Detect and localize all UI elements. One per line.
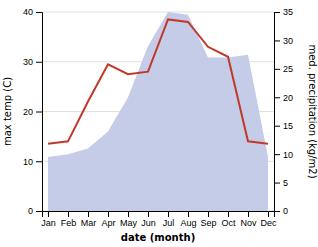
axis-line bbox=[275, 13, 281, 212]
axis-line bbox=[43, 212, 275, 218]
tick-mark bbox=[88, 211, 89, 217]
tick-label: 30 bbox=[23, 57, 33, 67]
tick: Jan bbox=[41, 211, 56, 228]
tick-label: 0 bbox=[28, 206, 33, 216]
tick-label: 35 bbox=[283, 7, 293, 17]
tick-mark bbox=[36, 12, 42, 13]
tick-mark bbox=[108, 211, 109, 217]
tick: 0 bbox=[274, 206, 288, 216]
tick-mark bbox=[228, 211, 229, 217]
tick-mark bbox=[188, 211, 189, 217]
tick-label: Dec bbox=[260, 218, 277, 228]
tick: May bbox=[120, 211, 138, 228]
tick: 0 bbox=[28, 206, 42, 216]
tick: Nov bbox=[240, 211, 257, 228]
tick: Aug bbox=[180, 211, 196, 228]
tick: 25 bbox=[274, 64, 293, 74]
tick-label: Jun bbox=[141, 218, 156, 228]
tick-label: Apr bbox=[101, 218, 115, 228]
chart: Jan Feb Mar Apr MayJun Jul Aug Sep Oct NovDec 0 10 2… bbox=[0, 0, 318, 247]
tick-label: Mar bbox=[81, 218, 97, 228]
x-axis: Jan Feb Mar Apr MayJun Jul Aug Sep Oct NovDec bbox=[41, 211, 277, 228]
axis-line bbox=[36, 13, 43, 212]
tick-label: Feb bbox=[61, 218, 77, 228]
tick-label: Jul bbox=[163, 218, 175, 228]
tick-mark bbox=[36, 161, 42, 162]
tick: 40 bbox=[23, 7, 42, 17]
tick-mark bbox=[274, 12, 280, 13]
y-axis-title: max temp (C) bbox=[2, 77, 13, 146]
tick-mark bbox=[274, 126, 280, 127]
tick: Feb bbox=[61, 211, 77, 228]
grid bbox=[42, 12, 274, 211]
tick-label: Nov bbox=[240, 218, 257, 228]
tick-mark bbox=[36, 112, 42, 113]
tick: Mar bbox=[81, 211, 97, 228]
tick-mark bbox=[274, 97, 280, 98]
tick-mark bbox=[274, 183, 280, 184]
tick-mark bbox=[248, 211, 249, 217]
tick-label: 10 bbox=[23, 157, 33, 167]
tick-mark bbox=[68, 211, 69, 217]
temp-line bbox=[48, 19, 268, 143]
y2-axis: 0 5 10 15 20 25 30 35 bbox=[274, 7, 293, 216]
tick: 35 bbox=[274, 7, 293, 17]
tick-mark bbox=[168, 211, 169, 217]
tick: 20 bbox=[274, 93, 293, 103]
tick-label: Sep bbox=[200, 218, 216, 228]
tick: 20 bbox=[23, 107, 42, 117]
tick: Dec bbox=[260, 211, 277, 228]
x-axis-title: date (month) bbox=[121, 232, 195, 243]
tick: Apr bbox=[101, 211, 115, 228]
tick-mark bbox=[274, 211, 280, 212]
tick-label: 30 bbox=[283, 36, 293, 46]
tick: Jul bbox=[163, 211, 175, 228]
tick-mark bbox=[208, 211, 209, 217]
tick-mark bbox=[148, 211, 149, 217]
tick: 10 bbox=[274, 150, 293, 160]
tick-mark bbox=[48, 211, 49, 217]
tick-label: Oct bbox=[221, 218, 236, 228]
tick-label: 15 bbox=[283, 121, 293, 131]
tick: 30 bbox=[274, 36, 293, 46]
tick-label: 20 bbox=[23, 107, 33, 117]
tick-mark bbox=[128, 211, 129, 217]
tick: Sep bbox=[200, 211, 216, 228]
tick: Jun bbox=[141, 211, 156, 228]
tick-label: May bbox=[120, 218, 138, 228]
tick: 5 bbox=[274, 178, 288, 188]
tick: 15 bbox=[274, 121, 293, 131]
grid-line bbox=[42, 12, 274, 13]
tick-label: Aug bbox=[180, 218, 196, 228]
tick-mark bbox=[274, 40, 280, 41]
tick-label: 5 bbox=[283, 178, 288, 188]
marks bbox=[48, 12, 268, 211]
tick-mark bbox=[268, 211, 269, 217]
tick-label: 0 bbox=[283, 206, 288, 216]
plot: Jan Feb Mar Apr MayJun Jul Aug Sep Oct NovDec 0 10 2… bbox=[23, 7, 293, 228]
tick-label: Jan bbox=[41, 218, 56, 228]
y2-axis-title: med. precipitation (kg/m2) bbox=[307, 44, 318, 178]
chart-container: Jan Feb Mar Apr MayJun Jul Aug Sep Oct NovDec 0 10 2… bbox=[0, 0, 318, 247]
tick-label: 40 bbox=[23, 7, 33, 17]
tick-label: 10 bbox=[283, 150, 293, 160]
tick-mark bbox=[36, 211, 42, 212]
tick-mark bbox=[274, 69, 280, 70]
tick-mark bbox=[36, 62, 42, 63]
y-axis: 0 10 20 30 40 bbox=[23, 7, 43, 216]
tick-mark bbox=[274, 154, 280, 155]
precip-area bbox=[48, 12, 268, 211]
tick-label: 25 bbox=[283, 64, 293, 74]
tick: 30 bbox=[23, 57, 42, 67]
tick-label: 20 bbox=[283, 93, 293, 103]
tick: Oct bbox=[221, 211, 236, 228]
tick: 10 bbox=[23, 157, 42, 167]
